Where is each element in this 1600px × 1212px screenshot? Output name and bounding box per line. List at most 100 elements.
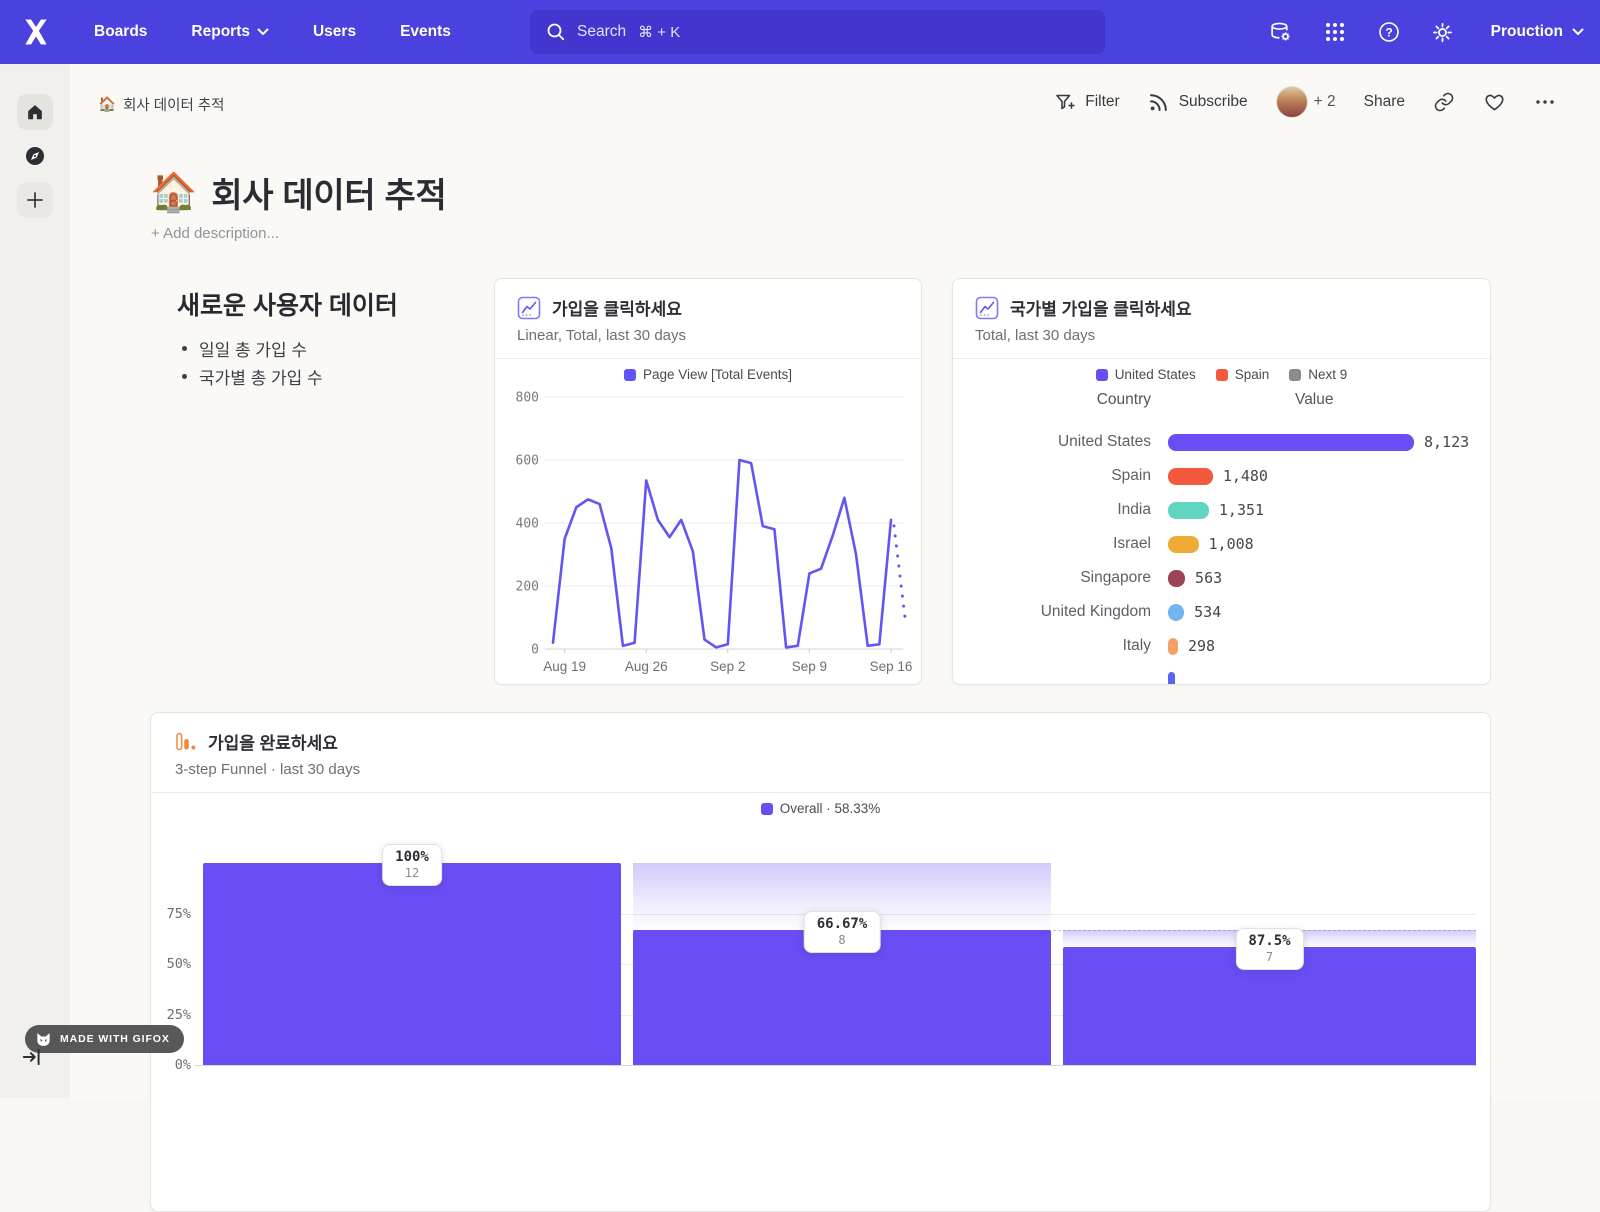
expand-sidebar-button[interactable] [21,1046,43,1068]
line-chart-card: 가입을 클릭하세요 Linear, Total, last 30 days Pa… [494,278,922,685]
svg-text:Sep 9: Sep 9 [792,659,827,674]
share-button[interactable]: Share [1363,93,1405,110]
line-chart-icon [517,296,541,319]
chevron-down-icon [1572,28,1584,35]
rss-icon [1149,94,1167,111]
legend-swatch [1215,368,1228,381]
conversion-count: 7 [1265,950,1274,965]
svg-text:Aug 26: Aug 26 [625,659,668,674]
search-input[interactable]: Search ⌘ + K [530,10,1105,54]
funnel-plot[interactable]: 75% 50% 25% 0% 100% 12 66.67% 8 87.5% 7 [151,713,1490,1211]
legend-item[interactable]: Page View [Total Events] [623,367,792,382]
report-title[interactable]: 가입을 완료하세요 [208,734,338,753]
help-icon[interactable]: ? [1377,20,1401,44]
svg-text:0: 0 [531,643,539,658]
funnel-chart-card: 가입을 완료하세요 3-step Funnel · last 30 days O… [150,712,1491,1212]
legend-label: Overall · 58.33% [779,801,881,816]
bullet-item: 국가별 총 가입 수 [199,368,323,388]
add-description-button[interactable]: + Add description... [151,225,279,242]
table-row[interactable]: Spain 1,480 [965,459,1480,493]
country-label: Israel [1113,535,1151,552]
data-management-icon[interactable] [1269,20,1293,44]
copy-link-button[interactable] [1433,91,1455,113]
link-icon [1434,92,1454,112]
report-title[interactable]: 가입을 클릭하세요 [552,300,682,319]
project-name: Prouction [1490,23,1563,40]
country-bar-rows: United States 8,123 Spain 1,480 India 1,351 Is… [965,425,1480,684]
svg-text:Sep 2: Sep 2 [710,659,745,674]
legend-item[interactable]: Overall · 58.33% [760,801,881,816]
board-actions: Filter Subscribe + 2 Share [1053,86,1556,118]
value-text: 1,008 [1208,535,1254,553]
nav-reports[interactable]: Reports [191,23,269,41]
nav-events[interactable]: Events [400,23,451,40]
x-axis [195,1065,1476,1066]
apps-grid-icon[interactable] [1323,20,1347,44]
legend-item[interactable]: United States [1095,367,1196,382]
country-label: United States [1057,433,1151,450]
table-row[interactable]: India 1,351 [965,493,1480,527]
bullet-item: 일일 총 가입 수 [199,340,308,360]
chevron-down-icon [257,28,269,35]
search-placeholder: Search [577,23,627,40]
favorite-button[interactable] [1483,91,1506,114]
value-text: 563 [1195,569,1223,587]
table-row[interactable]: United States 8,123 [965,425,1480,459]
legend-label: United States [1114,367,1196,382]
bullet-dot [182,345,187,351]
value-text: 1,480 [1222,467,1268,485]
text-card-heading: 새로운 사용자 데이터 [177,292,398,320]
value-bar [1168,467,1213,485]
svg-text:400: 400 [516,517,539,532]
mixpanel-logo-icon[interactable] [16,12,56,52]
discover-button[interactable] [17,138,53,174]
subscribe-button[interactable]: Subscribe [1148,91,1248,113]
value-text: 8,123 [1424,433,1470,451]
breadcrumb[interactable]: 🏠 회사 데이터 추적 [98,94,225,115]
collaborators-count: + 2 [1313,93,1336,110]
nav-users[interactable]: Users [312,23,357,40]
plus-icon [27,192,43,208]
legend-item[interactable]: Spain [1215,367,1269,382]
table-row[interactable]: Singapore 563 [965,561,1480,595]
home-button[interactable] [17,94,53,130]
report-subtitle: Total, last 30 days [975,327,1096,344]
bar-chart-legend: United States Spain Next 9 [953,367,1490,382]
board-title[interactable]: 회사 데이터 추적 [211,177,447,215]
project-switcher[interactable]: Prouction [1491,23,1584,41]
collaborators[interactable]: + 2 [1275,86,1336,118]
svg-text:600: 600 [516,454,539,469]
legend-swatch [623,368,636,381]
line-chart-plot[interactable]: 0 200 400 600 800 Aug 19 Aug 26 Sep 2 Sep 9 Sep 1… [505,361,913,683]
settings-gear-icon[interactable] [1431,20,1455,44]
table-row[interactable]: United Kingdom 534 [965,595,1480,629]
legend-item[interactable]: Next 9 [1289,367,1347,382]
home-icon [28,105,42,120]
top-nav: Boards Reports Users Events Search ⌘ + K… [0,0,1600,64]
column-value: Value [1295,391,1334,408]
filter-button[interactable]: Filter [1053,91,1120,114]
add-board-button[interactable] [17,182,53,218]
left-sidebar [0,64,70,1098]
divider [495,358,921,359]
compass-icon [26,147,44,165]
conversion-rate: 87.5% [1248,933,1291,950]
country-label: Singapore [1080,569,1151,586]
nav-boards[interactable]: Boards [94,23,148,40]
value-bar [1168,433,1414,451]
funnel-bar[interactable] [203,863,621,1065]
reference-dashed-line [633,930,1476,932]
funnel-tooltip: 66.67% 8 [803,911,881,954]
country-label: United Kingdom [1040,603,1151,620]
svg-text:?: ? [1385,25,1392,39]
text-card-bullets: 일일 총 가입 수 국가별 총 가입 수 [182,334,323,390]
board-emoji: 🏠 [150,171,198,214]
funnel-legend: Overall · 58.33% [151,801,1490,816]
table-row[interactable]: Italy 298 [965,629,1480,663]
report-title[interactable]: 국가별 가입을 클릭하세요 [1010,300,1192,319]
table-row[interactable]: Israel 1,008 [965,527,1480,561]
value-bar [1168,637,1178,655]
y-axis-label: 25% [166,1006,191,1023]
legend-swatch [1289,368,1302,381]
more-menu-button[interactable] [1534,91,1556,113]
